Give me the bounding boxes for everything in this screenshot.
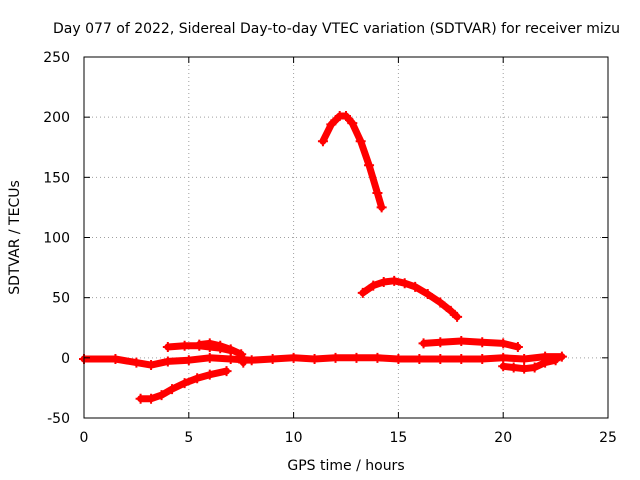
data-point-marker: [179, 340, 190, 351]
series-pass-left-bump: [194, 338, 249, 368]
data-point-marker: [131, 357, 142, 368]
data-point-marker: [372, 187, 383, 198]
data-point-marker: [378, 277, 389, 288]
data-point-marker: [267, 354, 278, 365]
data-point-marker: [399, 278, 410, 289]
data-point-marker: [309, 354, 320, 365]
data-point-marker: [326, 119, 337, 130]
data-point-marker: [204, 338, 215, 349]
y-tick-label: 250: [43, 50, 70, 66]
data-point-marker: [512, 342, 523, 353]
data-point-marker: [204, 352, 215, 363]
data-series: [79, 110, 567, 404]
x-tick-label: 0: [80, 430, 89, 446]
data-point-marker: [162, 342, 173, 353]
data-point-marker: [146, 393, 157, 404]
data-point-marker: [435, 354, 446, 365]
data-point-marker: [529, 362, 540, 373]
data-point-marker: [341, 110, 351, 121]
data-point-marker: [236, 349, 247, 360]
data-point-marker: [389, 275, 400, 286]
data-point-marker: [238, 357, 249, 368]
series-line: [359, 277, 461, 321]
y-tick-label: -50: [47, 411, 70, 427]
data-point-marker: [135, 393, 146, 404]
series-pass-mid: [357, 275, 463, 322]
data-point-marker: [351, 352, 362, 363]
data-point-marker: [167, 384, 178, 395]
data-point-marker: [215, 340, 226, 351]
data-point-marker: [498, 352, 509, 363]
data-point-marker: [204, 369, 215, 380]
data-point-marker: [179, 378, 190, 389]
data-point-marker: [183, 355, 194, 366]
data-point-marker: [410, 281, 421, 292]
data-point-marker: [194, 339, 205, 350]
data-point-marker: [110, 354, 121, 365]
data-point-marker: [162, 356, 173, 367]
axis-ticks: 0 5 10 15 20 25 -50 0 50 100 150 200 250: [43, 50, 617, 446]
data-point-marker: [456, 335, 467, 346]
y-tick-label: 150: [43, 170, 70, 186]
data-point-marker: [456, 354, 467, 365]
data-point-marker: [330, 352, 341, 363]
data-point-marker: [435, 297, 446, 308]
data-point-marker: [540, 357, 551, 368]
x-tick-label: 10: [285, 430, 303, 446]
x-tick-label: 25: [599, 430, 617, 446]
data-point-marker: [498, 361, 509, 372]
data-point-marker: [364, 160, 375, 171]
data-point-marker: [246, 355, 257, 366]
data-point-marker: [414, 354, 425, 365]
series-pass-right: [418, 335, 523, 353]
x-tick-label: 20: [494, 430, 512, 446]
x-tick-label: 5: [184, 430, 193, 446]
data-point-marker: [519, 354, 530, 365]
data-point-marker: [376, 202, 387, 213]
data-point-marker: [288, 352, 299, 363]
y-tick-label: 200: [43, 110, 70, 126]
data-point-marker: [445, 305, 456, 316]
data-point-marker: [347, 118, 358, 129]
data-point-marker: [317, 136, 328, 147]
y-tick-label: 100: [43, 231, 70, 247]
data-point-marker: [357, 287, 368, 298]
data-point-marker: [550, 355, 561, 366]
data-point-marker: [519, 363, 530, 374]
data-point-marker: [393, 354, 404, 365]
chart-title: Day 077 of 2022, Sidereal Day-to-day VTE…: [53, 21, 620, 37]
data-point-marker: [192, 373, 203, 384]
series-pass-high: [317, 110, 387, 213]
data-point-marker: [556, 351, 567, 362]
data-point-marker: [498, 338, 509, 349]
y-tick-label: 50: [52, 291, 70, 307]
data-point-marker: [225, 344, 236, 355]
y-tick-label: 0: [61, 351, 70, 367]
data-point-marker: [225, 354, 236, 365]
data-point-marker: [477, 354, 488, 365]
data-point-marker: [355, 136, 366, 147]
data-point-marker: [372, 352, 383, 363]
data-point-marker: [418, 338, 429, 349]
data-point-marker: [156, 390, 167, 401]
series-line: [80, 353, 566, 369]
series-pass-tail: [498, 355, 561, 374]
y-axis-title: SDTVAR / TECUs: [7, 180, 23, 295]
data-point-marker: [452, 311, 463, 322]
data-point-marker: [422, 289, 433, 300]
data-point-marker: [435, 337, 446, 348]
series-baseline-track: [79, 351, 567, 371]
x-tick-label: 15: [389, 430, 407, 446]
data-point-marker: [368, 280, 379, 291]
data-point-marker: [221, 366, 232, 377]
data-point-marker: [477, 337, 488, 348]
data-point-marker: [508, 362, 519, 373]
series-pass-negative: [135, 366, 232, 404]
data-point-marker: [146, 360, 157, 371]
x-axis-title: GPS time / hours: [287, 458, 404, 474]
